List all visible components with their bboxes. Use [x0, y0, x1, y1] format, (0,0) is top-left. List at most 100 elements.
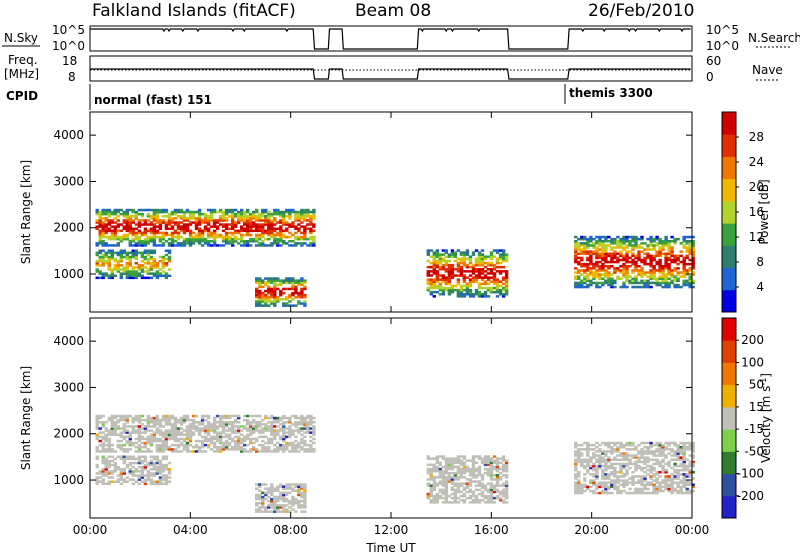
data-cell — [95, 251, 99, 255]
data-cell — [432, 457, 436, 460]
data-cell — [658, 471, 662, 474]
data-cell — [586, 460, 590, 464]
data-cell — [212, 418, 217, 422]
data-cell — [664, 454, 668, 457]
data-cell — [113, 233, 117, 237]
data-cell — [682, 481, 686, 484]
data-cell — [237, 443, 241, 447]
data-cell — [131, 268, 135, 271]
data-cell — [143, 455, 148, 458]
data-cell — [273, 495, 277, 499]
data-cell — [212, 435, 217, 439]
data-cell — [137, 435, 142, 439]
data-cell — [137, 439, 142, 443]
data-cell — [580, 458, 584, 461]
data-cell — [447, 274, 452, 277]
data-cell — [270, 223, 274, 226]
data-cell — [261, 504, 265, 507]
colorbar-swatch — [722, 362, 736, 386]
data-cell — [471, 480, 476, 483]
data-cell — [595, 275, 599, 278]
data-cell — [673, 242, 677, 245]
data-cell — [303, 416, 307, 420]
data-cell — [101, 441, 105, 445]
data-cell — [661, 244, 665, 247]
data-cell — [273, 298, 277, 301]
data-cell — [140, 465, 145, 469]
data-cell — [179, 221, 184, 224]
data-cell — [282, 491, 286, 495]
data-cell — [441, 478, 446, 481]
data-cell — [101, 249, 105, 252]
data-cell — [194, 233, 199, 237]
data-cell — [471, 253, 476, 256]
data-cell — [456, 265, 461, 269]
data-cell — [489, 494, 494, 498]
data-cell — [580, 235, 584, 239]
data-cell — [267, 281, 271, 284]
data-cell — [182, 418, 187, 422]
data-cell — [237, 231, 241, 235]
data-cell — [167, 227, 172, 230]
data-cell — [471, 469, 476, 473]
data-cell — [273, 416, 277, 420]
data-cell — [649, 256, 653, 260]
data-cell — [264, 508, 268, 511]
data-cell — [306, 448, 310, 451]
data-cell — [128, 208, 132, 212]
data-cell — [637, 281, 641, 285]
data-cell — [634, 269, 638, 272]
data-cell — [297, 227, 301, 230]
data-cell — [492, 290, 497, 294]
data-cell — [661, 458, 665, 461]
data-cell — [312, 437, 316, 441]
colorbar-swatch — [722, 267, 736, 291]
data-cell — [161, 468, 166, 471]
data-cell — [429, 467, 433, 471]
data-cell — [200, 212, 205, 216]
data-cell — [282, 423, 286, 426]
data-cell — [634, 456, 638, 459]
data-cell — [264, 300, 268, 303]
data-cell — [613, 483, 617, 486]
data-cell — [300, 437, 304, 441]
data-cell — [631, 244, 635, 247]
data-cell — [270, 279, 274, 282]
data-cell — [300, 439, 304, 443]
data-cell — [149, 249, 154, 252]
data-cell — [101, 480, 105, 483]
data-cell — [670, 473, 674, 476]
data-cell — [667, 281, 671, 285]
data-cell — [595, 235, 599, 239]
data-cell — [270, 433, 274, 436]
data-cell — [128, 255, 132, 259]
data-cell — [682, 479, 686, 482]
data-cell — [104, 450, 108, 453]
data-cell — [682, 279, 686, 283]
data-cell — [474, 268, 479, 271]
data-cell — [113, 480, 117, 483]
data-cell — [468, 295, 473, 298]
data-cell — [637, 487, 641, 491]
data-cell — [637, 479, 641, 482]
data-cell — [104, 259, 108, 263]
data-cell — [483, 488, 488, 492]
data-cell — [285, 229, 289, 233]
data-cell — [282, 495, 286, 499]
data-cell — [652, 487, 656, 491]
data-cell — [574, 450, 578, 453]
data-cell — [429, 501, 433, 504]
data-cell — [107, 459, 111, 463]
data-cell — [212, 425, 217, 428]
data-cell — [279, 495, 283, 499]
data-cell — [646, 458, 650, 461]
data-cell — [137, 437, 142, 441]
data-cell — [131, 461, 135, 465]
data-cell — [143, 437, 148, 441]
data-cell — [574, 252, 578, 255]
data-cell — [149, 480, 154, 483]
data-cell — [122, 219, 126, 222]
data-cell — [303, 483, 307, 486]
data-cell — [456, 270, 461, 273]
data-cell — [206, 223, 211, 226]
